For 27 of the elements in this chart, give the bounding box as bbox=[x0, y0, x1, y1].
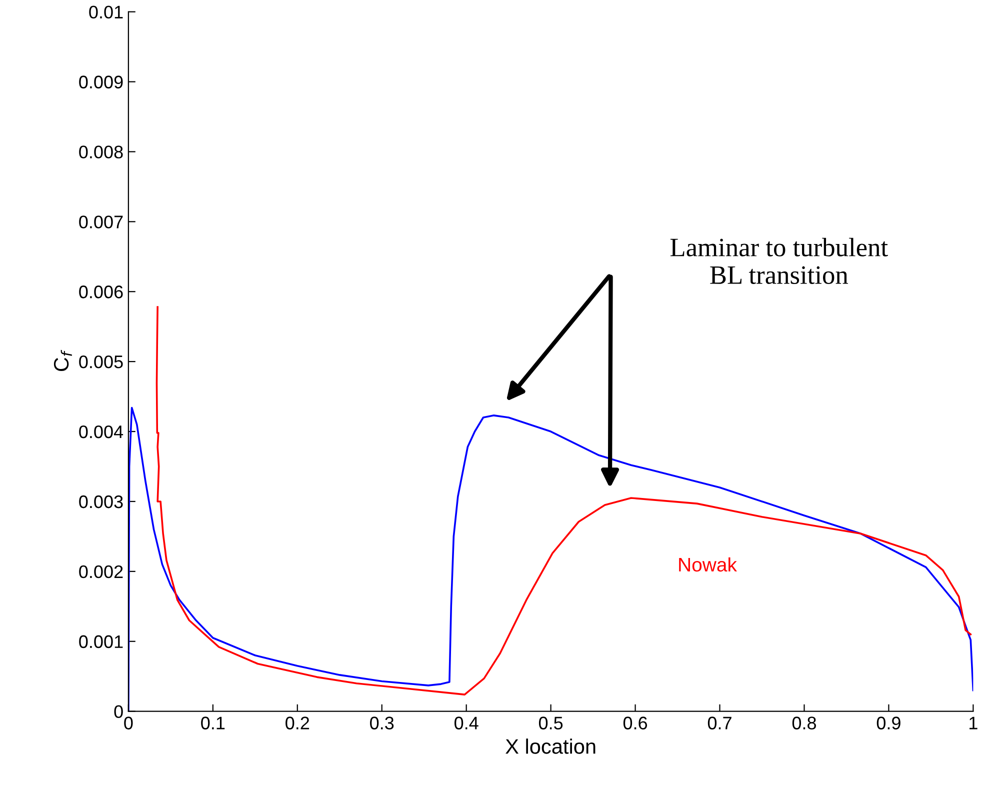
x-tick-label: 0.8 bbox=[792, 716, 816, 730]
x-tick-label: 0.2 bbox=[286, 716, 310, 730]
x-tick-label: 0.9 bbox=[876, 716, 900, 730]
x-tick-label: 0.3 bbox=[370, 716, 394, 730]
y-tick-label: 0.01 bbox=[89, 6, 123, 19]
y-tick-label: 0.004 bbox=[79, 425, 124, 438]
y-tick-label: 0 bbox=[114, 705, 123, 718]
x-tick-label: 0 bbox=[124, 716, 133, 730]
y-tick-label: 0.007 bbox=[79, 216, 123, 228]
text: Nowak bbox=[679, 557, 737, 572]
x-axis-title: X location bbox=[506, 738, 596, 754]
x-tick-label: 0.7 bbox=[708, 716, 732, 730]
y-tick-label: 0.005 bbox=[79, 355, 123, 368]
y-axis-title: C$_{f}$ bbox=[54, 350, 72, 372]
annotation: Laminar to turbulent BL transition bbox=[670, 238, 888, 284]
x-tick-label: 0.1 bbox=[201, 716, 225, 730]
x-tick-label: 0.5 bbox=[538, 716, 563, 730]
y-tick-label: 0.001 bbox=[79, 635, 123, 648]
x-tick-label: 1 bbox=[970, 716, 978, 730]
x-tick-label: 0.4 bbox=[454, 716, 478, 730]
y-tick-label: 0.008 bbox=[79, 146, 123, 158]
y-tick-label: 0.003 bbox=[79, 495, 123, 508]
y-tick-label: 0.009 bbox=[79, 76, 123, 88]
line-series bbox=[156, 306, 972, 696]
y-tick-label: 0.006 bbox=[79, 286, 123, 298]
y-tick-label: 0.002 bbox=[79, 565, 123, 578]
x-tick-label: 0.6 bbox=[623, 716, 648, 730]
